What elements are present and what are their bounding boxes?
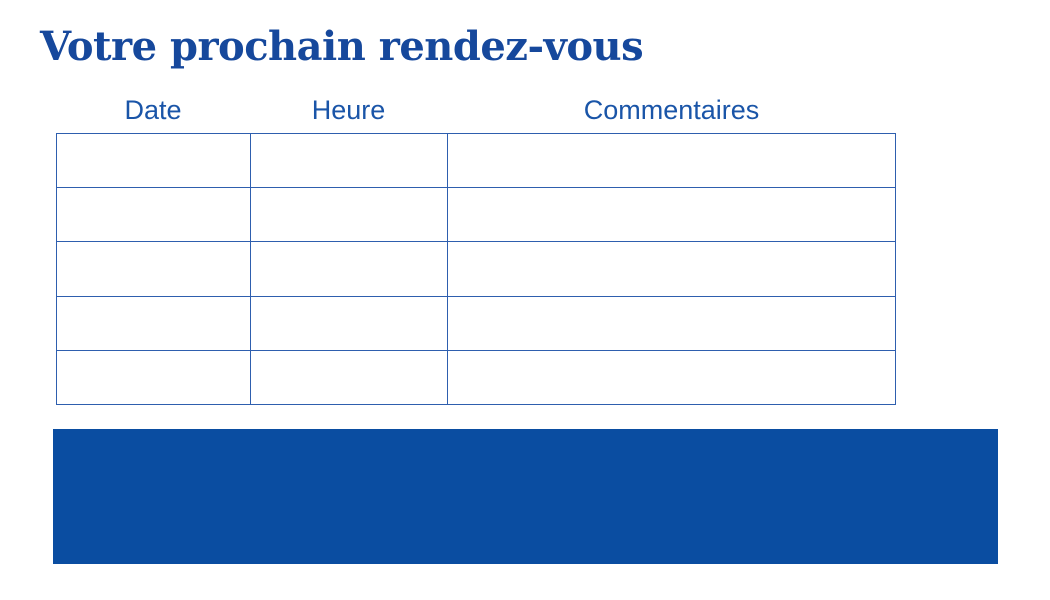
page-title: Votre prochain rendez-vous	[40, 23, 644, 70]
table-cell	[448, 297, 895, 350]
table-row	[57, 295, 895, 350]
table-cell	[251, 350, 448, 405]
table-cell	[57, 242, 251, 296]
table-cell	[251, 242, 448, 296]
table-cell	[251, 134, 448, 188]
table-cell	[448, 351, 895, 404]
table-row	[57, 134, 895, 188]
table-row	[57, 241, 895, 296]
table-cell	[448, 242, 895, 295]
table-cell	[251, 188, 448, 242]
table-cell	[57, 188, 251, 242]
appointments-table: Date Heure Commentaires	[56, 94, 896, 405]
table-cell	[57, 296, 251, 350]
table-row	[57, 349, 895, 405]
table-header-row: Date Heure Commentaires	[56, 94, 896, 127]
column-header-heure: Heure	[311, 95, 386, 125]
table-cell	[57, 350, 251, 405]
bottom-banner	[53, 429, 998, 564]
appointments-table-body	[56, 133, 896, 405]
table-cell	[251, 296, 448, 350]
table-cell	[57, 134, 251, 188]
column-header-commentaires: Commentaires	[583, 95, 760, 125]
table-cell	[448, 188, 895, 241]
table-cell	[448, 134, 895, 187]
table-row	[57, 187, 895, 242]
column-header-date: Date	[124, 95, 182, 125]
